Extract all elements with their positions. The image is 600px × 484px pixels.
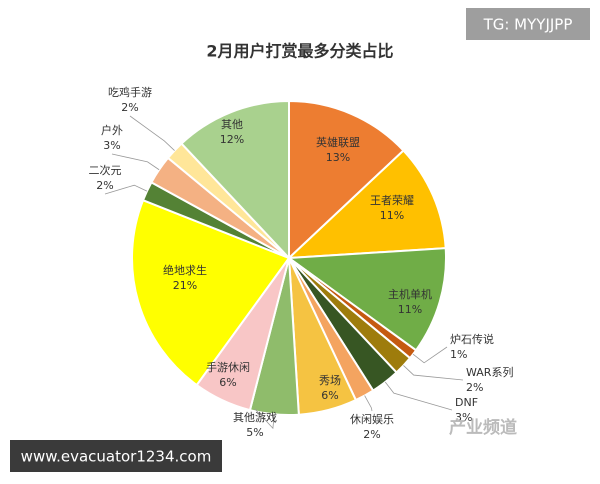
chart-title: 2月用户打赏最多分类占比 bbox=[206, 42, 393, 61]
leader-line bbox=[403, 365, 464, 381]
slice-label: 二次元 bbox=[89, 163, 122, 177]
leader-line bbox=[104, 184, 148, 195]
watermark-logo: 产业频道 bbox=[449, 417, 517, 438]
value-label: 5% bbox=[246, 426, 263, 439]
pie-slice bbox=[286, 247, 447, 352]
value-label: 3% bbox=[455, 411, 472, 424]
value-label: 21% bbox=[173, 279, 197, 292]
value-label: 11% bbox=[398, 303, 422, 316]
value-label: 2% bbox=[121, 101, 138, 114]
watermark-box bbox=[10, 440, 222, 472]
pie: 英雄联盟 13% 王者荣耀 11% 主机单机 11% 炉石传说 1% WAR系列 2% DNF 3% 休… bbox=[89, 85, 514, 441]
watermark-bottom: www.evacuator1234.com bbox=[21, 448, 212, 466]
value-label: 6% bbox=[219, 376, 236, 389]
value-label: 2% bbox=[466, 381, 483, 394]
leader-line bbox=[412, 346, 448, 364]
value-label: 12% bbox=[220, 133, 244, 146]
slice-label: 炉石传说 bbox=[450, 332, 494, 346]
slice-label: WAR系列 bbox=[466, 365, 513, 379]
slice-label: 其他 bbox=[221, 118, 243, 131]
slice-label: 吃鸡手游 bbox=[108, 85, 152, 99]
value-label: 6% bbox=[321, 389, 338, 402]
slice-label: DNF bbox=[455, 396, 478, 409]
slice-label: 手游休闲 bbox=[206, 360, 250, 374]
slice-label: 王者荣耀 bbox=[370, 194, 414, 207]
value-label: 11% bbox=[380, 209, 404, 222]
watermark-top: TG: MYYJJPP bbox=[483, 16, 573, 34]
slice-label: 休闲娱乐 bbox=[350, 412, 394, 426]
pie-slice bbox=[131, 198, 291, 387]
slice-label: 户外 bbox=[101, 123, 123, 137]
slice-label: 其他游戏 bbox=[233, 411, 277, 424]
slice-label: 英雄联盟 bbox=[316, 135, 360, 149]
value-label: 3% bbox=[103, 139, 120, 152]
slice-label: 主机单机 bbox=[388, 287, 432, 301]
leader-line bbox=[111, 153, 160, 171]
pie-slice bbox=[286, 149, 447, 260]
value-label: 2% bbox=[96, 179, 113, 192]
value-label: 2% bbox=[363, 428, 380, 441]
leader-line bbox=[129, 115, 175, 151]
slice-label: 秀场 bbox=[319, 373, 341, 387]
leader-line bbox=[364, 395, 373, 412]
leader-line bbox=[254, 408, 275, 430]
value-label: 13% bbox=[326, 151, 350, 164]
pie-slice bbox=[288, 99, 405, 261]
pie-slice bbox=[180, 99, 290, 261]
slice-label: 绝地求生 bbox=[163, 263, 207, 277]
value-label: 1% bbox=[450, 348, 467, 361]
watermark-box bbox=[466, 8, 590, 40]
leader-line bbox=[384, 381, 453, 411]
